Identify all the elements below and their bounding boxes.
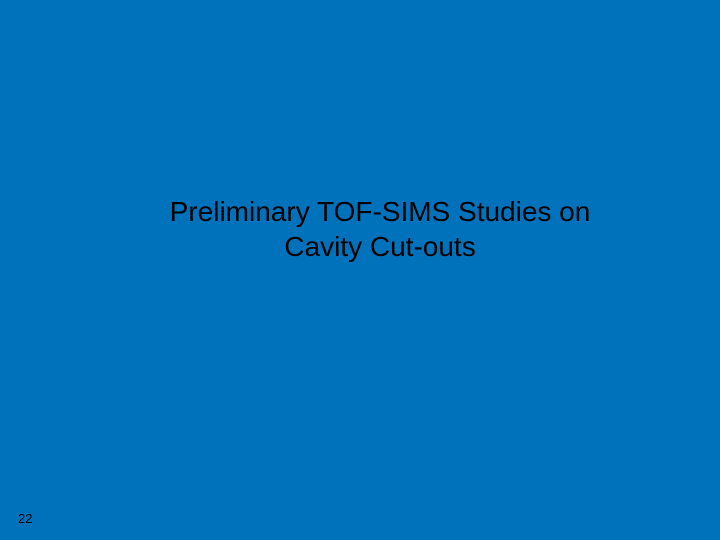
page-number: 22 <box>18 511 32 526</box>
slide-title-line2: Cavity Cut-outs <box>284 231 475 262</box>
slide: Preliminary TOF-SIMS Studies on Cavity C… <box>0 0 720 540</box>
slide-title: Preliminary TOF-SIMS Studies on Cavity C… <box>100 194 660 264</box>
slide-title-line1: Preliminary TOF-SIMS Studies on <box>170 196 591 227</box>
